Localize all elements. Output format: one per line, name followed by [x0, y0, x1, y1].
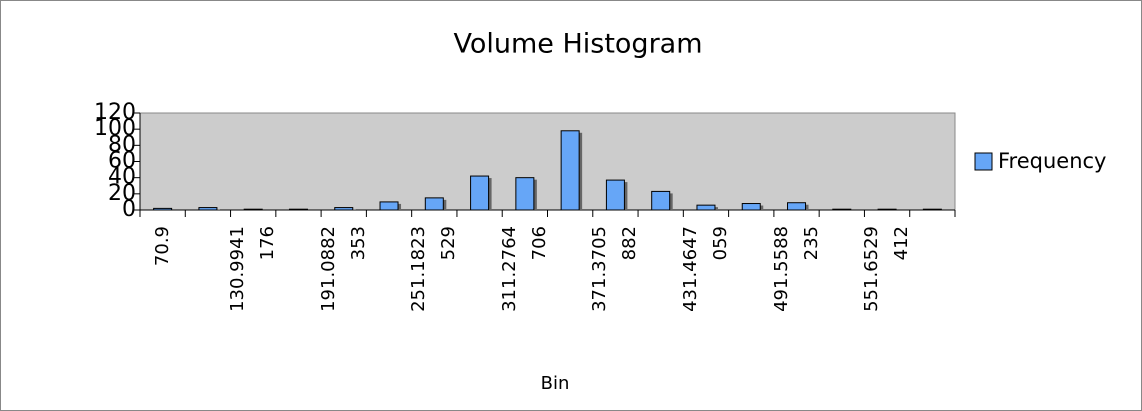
bar — [605, 179, 625, 211]
bar — [560, 130, 580, 211]
y-tick-label: 60 — [108, 149, 136, 174]
bar — [515, 177, 535, 211]
bar — [424, 197, 444, 211]
y-tick-label: 20 — [108, 181, 136, 206]
x-tick-label: 551.6529412 — [861, 226, 913, 312]
plot-area — [139, 112, 956, 211]
x-tick-label: 431.4647059 — [679, 226, 731, 312]
x-tick-label: 491.5588235 — [770, 226, 822, 312]
bar — [334, 207, 354, 211]
y-tick-label: 100 — [94, 116, 136, 141]
bar — [832, 208, 852, 211]
x-axis-label: Bin — [541, 373, 570, 394]
bar — [470, 175, 490, 211]
x-tick-label: 70.9 — [151, 226, 173, 267]
legend-swatch — [974, 152, 993, 171]
bar — [877, 208, 897, 211]
x-tick-label: 130.9941176 — [227, 226, 279, 312]
bar — [379, 201, 399, 211]
bar — [153, 207, 173, 211]
bar — [243, 208, 263, 211]
chart-title: Volume Histogram — [453, 29, 702, 60]
bar — [922, 208, 942, 211]
x-tick-label: 311.2764706 — [498, 226, 550, 312]
y-tick-label: 40 — [108, 165, 136, 190]
y-tick-label: 120 — [94, 100, 136, 125]
bar — [696, 204, 716, 211]
x-tick-label: 191.0882353 — [317, 226, 369, 312]
bar — [741, 203, 761, 211]
bar — [651, 190, 671, 211]
legend-label: Frequency — [998, 149, 1107, 173]
bar — [288, 208, 308, 211]
y-tick-label: 80 — [108, 132, 136, 157]
x-tick-label: 371.3705882 — [589, 226, 641, 312]
y-tick-label: 0 — [122, 197, 136, 222]
x-tick-label: 251.1823529 — [408, 226, 460, 312]
bar — [198, 207, 218, 211]
bar — [787, 202, 807, 211]
